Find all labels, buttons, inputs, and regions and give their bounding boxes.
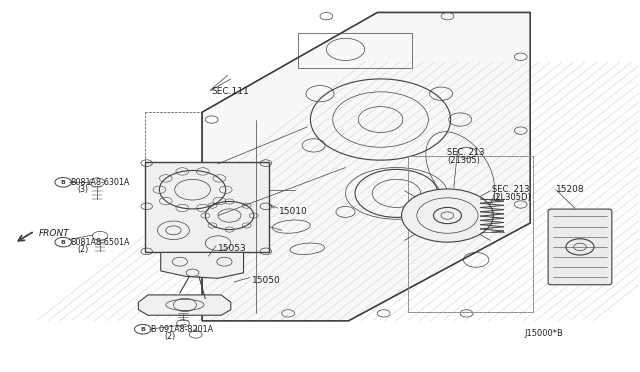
Text: 15208: 15208: [556, 185, 584, 194]
Text: B: B: [140, 327, 145, 332]
Text: (2): (2): [164, 332, 175, 341]
Polygon shape: [161, 253, 244, 278]
Circle shape: [55, 237, 72, 247]
Text: FRONT: FRONT: [38, 230, 69, 238]
Text: (3): (3): [78, 185, 89, 194]
FancyBboxPatch shape: [548, 209, 612, 285]
Text: 15050: 15050: [252, 276, 280, 285]
Text: (2L305D): (2L305D): [492, 193, 531, 202]
Bar: [298, 33, 412, 68]
Text: SEC.111: SEC.111: [212, 87, 250, 96]
Circle shape: [55, 177, 72, 187]
Circle shape: [134, 324, 151, 334]
Text: B081A8-6501A: B081A8-6501A: [70, 238, 130, 247]
Text: B: B: [61, 180, 66, 185]
Polygon shape: [138, 295, 231, 315]
Text: J15000*B: J15000*B: [524, 329, 563, 338]
Bar: [408, 157, 534, 311]
Text: SEC. 213: SEC. 213: [492, 185, 529, 194]
Text: 15010: 15010: [279, 207, 308, 217]
Text: B 091A8-8201A: B 091A8-8201A: [151, 325, 213, 334]
Text: 15053: 15053: [218, 244, 247, 253]
Polygon shape: [145, 162, 269, 253]
Text: SEC. 213: SEC. 213: [447, 148, 485, 157]
Circle shape: [401, 189, 493, 242]
Text: (21305): (21305): [447, 156, 480, 166]
Text: B: B: [61, 240, 66, 245]
Polygon shape: [202, 13, 531, 321]
Text: (2): (2): [78, 245, 89, 254]
Text: B081A8-6301A: B081A8-6301A: [70, 178, 129, 187]
